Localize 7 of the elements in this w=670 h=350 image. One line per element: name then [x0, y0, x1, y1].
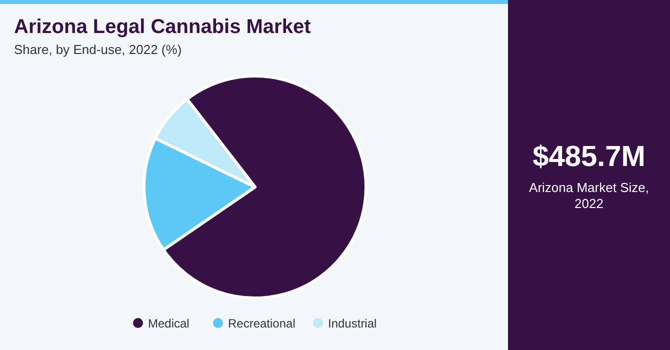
- legend-label: Medical: [148, 316, 190, 330]
- chart-title: Arizona Legal Cannabis Market: [14, 16, 312, 38]
- chart-subtitle: Share, by End-use, 2022 (%): [14, 42, 182, 57]
- legend-label: Industrial: [328, 316, 377, 330]
- legend-label: Recreational: [228, 316, 296, 330]
- text: $485.7M: [532, 141, 646, 173]
- text: Arizona Market Size, 2022: [529, 180, 649, 211]
